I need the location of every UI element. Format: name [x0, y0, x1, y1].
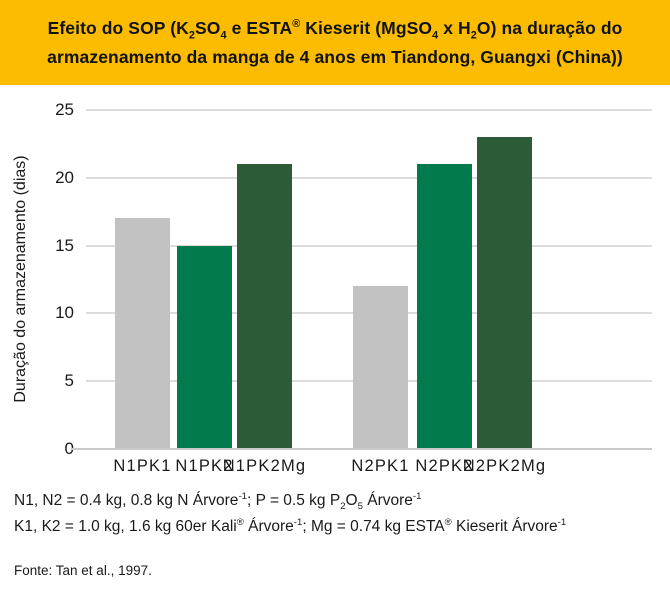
x-axis-line	[72, 448, 652, 450]
y-tick-label: 20	[55, 167, 74, 187]
footnote-line1: N1, N2 = 0.4 kg, 0.8 kg N Árvore-1; P = …	[14, 490, 422, 513]
chart-title-line1: Efeito do SOP (K2SO4 e ESTA® Kieserit (M…	[47, 18, 623, 42]
x-tick-label: N1PK1	[113, 457, 172, 475]
y-tick-label: 0	[64, 439, 74, 458]
bar-N1PK2Mg	[237, 164, 292, 449]
y-tick-label: 10	[55, 303, 74, 323]
x-tick-label: N1PK2Mg	[222, 457, 307, 475]
y-tick-label: 5	[64, 371, 74, 391]
chart-title-line2: armazenamento da manga de 4 anos em Tian…	[47, 47, 623, 67]
bar-N2PK2Mg	[477, 137, 532, 449]
source-note: Fonte: Tan et al., 1997.	[14, 563, 152, 578]
bar-N1PK1	[115, 218, 170, 449]
footnote-line2: K1, K2 = 1.0 kg, 1.6 kg 60er Kali® Árvor…	[14, 516, 567, 535]
x-tick-label: N2PK1	[351, 457, 410, 475]
title-banner: Efeito do SOP (K2SO4 e ESTA® Kieserit (M…	[0, 0, 670, 85]
x-tick-label: N1PK2	[175, 457, 234, 475]
bar-N1PK2	[177, 245, 232, 449]
plot-area: Duração do armazenamento (dias) 0 5 10 15 20…	[12, 100, 652, 475]
y-axis-title: Duração do armazenamento (dias)	[12, 155, 29, 403]
gridline	[86, 109, 652, 111]
bar-N2PK1	[353, 286, 408, 449]
gridline	[86, 244, 652, 247]
x-tick-label: N2PK2Mg	[462, 457, 547, 475]
y-tick-label: 15	[55, 235, 74, 255]
x-tick-label: N2PK2	[415, 457, 474, 475]
gridline	[86, 176, 652, 179]
bar-N2PK2	[417, 164, 472, 449]
y-tick-label: 25	[55, 100, 74, 119]
